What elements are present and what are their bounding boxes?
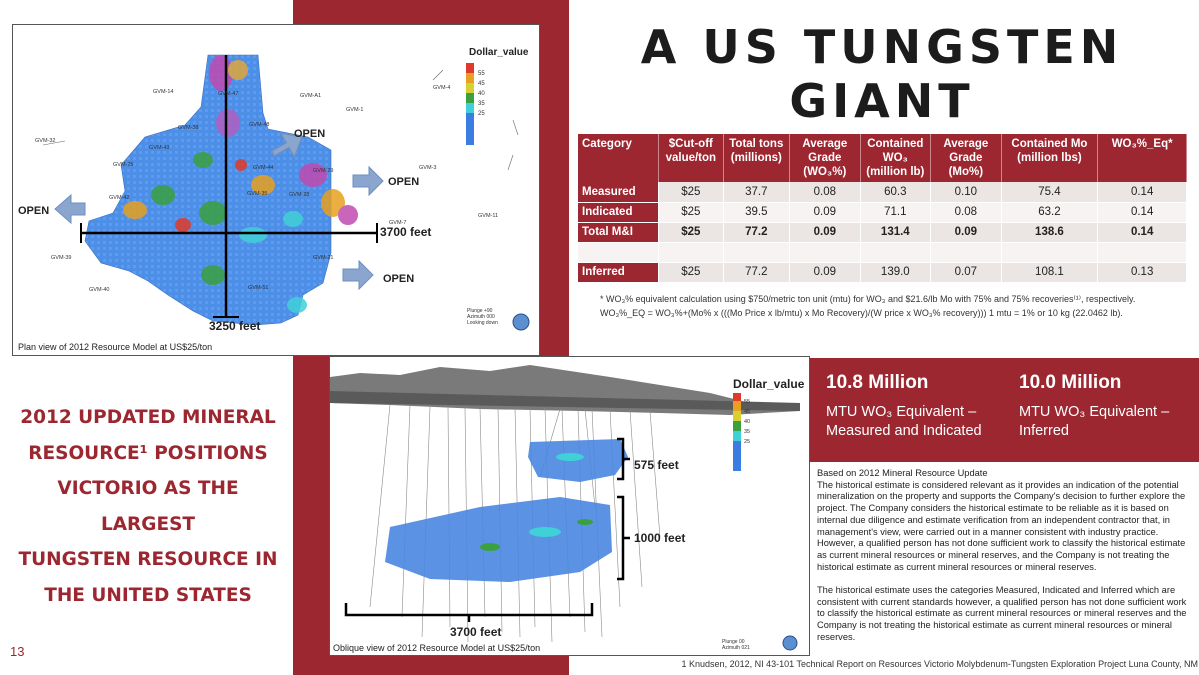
drillhole-label: GVM-40 bbox=[89, 287, 110, 293]
plan-legend-ticks: 55 45 40 35 25 bbox=[478, 71, 485, 117]
drillhole-label: GVM-21 bbox=[313, 255, 334, 261]
drillhole-label: GVM-35 bbox=[247, 191, 268, 197]
mtu-inferred-label: MTU WO₃ Equivalent – Inferred bbox=[1019, 404, 1170, 439]
open-arrow-top bbox=[270, 132, 304, 159]
table-header: Average Grade (WO₃%) bbox=[789, 134, 861, 182]
table-row: Indicated $25 39.5 0.09 71.1 0.08 63.2 0.14 bbox=[578, 202, 1187, 223]
drillhole-label: GVM-3 bbox=[419, 165, 437, 171]
grade-hotspots bbox=[123, 55, 358, 313]
drillhole-label: GVM-1 bbox=[346, 107, 364, 113]
drillhole-label: GVM-42 bbox=[109, 195, 130, 201]
open-label-right: OPEN bbox=[388, 176, 420, 188]
mtu-mi-value: 10.8 Million bbox=[826, 372, 929, 393]
table-header: Total tons (millions) bbox=[723, 134, 791, 182]
oblique-legend-ticks: 55 45 40 35 25 bbox=[744, 399, 751, 445]
compass-icon bbox=[512, 313, 530, 331]
lower-span-label: 1000 feet bbox=[634, 531, 686, 545]
drillhole-label: GVM-11 bbox=[478, 213, 499, 219]
table-header: Contained WO₃ (million lb) bbox=[860, 134, 932, 182]
drillhole-label: GVM-A1 bbox=[300, 93, 322, 99]
open-label-top: OPEN bbox=[294, 128, 326, 140]
drillhole-label: GVM-25 bbox=[113, 162, 134, 168]
page-number: 13 bbox=[10, 644, 25, 659]
table-footnote: * WO₃% equivalent calculation using $750… bbox=[600, 294, 1136, 318]
open-arrow-bottom bbox=[342, 259, 374, 291]
table-header: WO₃%_Eq* bbox=[1097, 134, 1187, 182]
drillhole-label: GVM-43 bbox=[149, 145, 170, 151]
drillhole-label: GVM-29 bbox=[313, 168, 334, 174]
disclaimer-paragraph: The historical estimate uses the categor… bbox=[817, 585, 1187, 642]
width-label: 3700 feet bbox=[380, 225, 432, 239]
drillhole-label: GVM-32 bbox=[35, 138, 56, 144]
drillhole-label: GVM-4 bbox=[433, 85, 451, 91]
mtu-mi-label: MTU WO₃ Equivalent – Measured and Indica… bbox=[826, 404, 982, 439]
drillhole-label: GVM-47 bbox=[218, 91, 239, 97]
compass-icon bbox=[782, 635, 798, 651]
mtu-inferred-value: 10.0 Million bbox=[1019, 372, 1122, 393]
table-row: Inferred $25 77.2 0.09 139.0 0.07 108.1 0.13 bbox=[578, 262, 1187, 283]
oblique-view-figure: Dollar_value 55 45 40 35 25 575 feet 1000 fe… bbox=[329, 356, 810, 656]
disclaimer-paragraph: The historical estimate is considered re… bbox=[817, 479, 1186, 572]
oblique-caption: Oblique view of 2012 Resource Model at U… bbox=[333, 643, 541, 653]
open-arrow-left bbox=[54, 193, 86, 225]
drillhole-label: GVM-14 bbox=[153, 89, 174, 95]
drillhole-label: GVM-44 bbox=[253, 165, 274, 171]
resource-table: Category $Cut-off value/ton Total tons (… bbox=[578, 134, 1187, 283]
height-label: 3250 feet bbox=[209, 319, 261, 333]
open-arrow-right bbox=[352, 165, 384, 197]
open-label-bottom: OPEN bbox=[383, 273, 415, 285]
disclaimer-heading: Based on 2012 Mineral Resource Update bbox=[817, 468, 988, 478]
headline-statement: 2012 UPDATED MINERAL RESOURCE¹ POSITIONS… bbox=[18, 407, 278, 606]
oblique-legend-title: Dollar_value bbox=[733, 377, 805, 391]
drillhole-label: GVM-48 bbox=[249, 122, 270, 128]
ore-bodies bbox=[385, 439, 628, 582]
plan-caption: Plan view of 2012 Resource Model at US$2… bbox=[18, 342, 213, 352]
width-label: 3700 feet bbox=[450, 625, 502, 639]
table-header: $Cut-off value/ton bbox=[658, 134, 724, 182]
table-header: Average Grade (Mo%) bbox=[930, 134, 1002, 182]
table-row: Total M&I $25 77.2 0.09 131.4 0.09 138.6 0.14 bbox=[578, 222, 1187, 243]
reference-footnote: 1 Knudsen, 2012, NI 43-101 Technical Rep… bbox=[681, 659, 1198, 669]
resource-footprint bbox=[84, 54, 332, 326]
lower-span-bracket bbox=[617, 495, 630, 581]
table-row: Measured $25 37.7 0.08 60.3 0.10 75.4 0.14 bbox=[578, 182, 1187, 203]
upper-span-label: 575 feet bbox=[634, 458, 679, 472]
open-label-left: OPEN bbox=[18, 205, 50, 217]
page-title: A US TUNGSTEN GIANT bbox=[640, 20, 1124, 128]
table-header: Contained Mo (million lbs) bbox=[1001, 134, 1099, 182]
table-row bbox=[578, 242, 1187, 263]
plan-view-map bbox=[42, 54, 530, 331]
plunge-note: Plunge 00 Azimuth 021 bbox=[722, 639, 750, 651]
width-bracket bbox=[344, 603, 594, 622]
drillhole-label: GVM-28 bbox=[289, 192, 310, 198]
table-header: Category bbox=[578, 134, 660, 182]
oblique-view-model bbox=[330, 365, 800, 651]
drillhole-label: GVM-39 bbox=[51, 255, 72, 261]
drillhole-label: GVM-7 bbox=[389, 220, 407, 226]
table-header-row: Category $Cut-off value/ton Total tons (… bbox=[578, 134, 1187, 182]
plan-legend bbox=[466, 63, 474, 145]
mtu-summary: 10.8 Million MTU WO₃ Equivalent – Measur… bbox=[810, 358, 1199, 462]
disclaimer-text: Based on 2012 Mineral Resource Update Th… bbox=[817, 468, 1193, 655]
drillhole-label: GVM-38 bbox=[178, 125, 199, 131]
upper-span-bracket bbox=[617, 437, 630, 481]
plan-view-figure: Dollar_value 55 45 40 35 25 OPEN OPEN OPEN O… bbox=[12, 24, 540, 356]
drillhole-label: GVM-51 bbox=[248, 285, 269, 291]
plunge-note: Plunge +90 Azimuth 000 Looking down bbox=[467, 308, 498, 326]
oblique-legend bbox=[733, 393, 741, 471]
plan-legend-title: Dollar_value bbox=[469, 47, 529, 58]
